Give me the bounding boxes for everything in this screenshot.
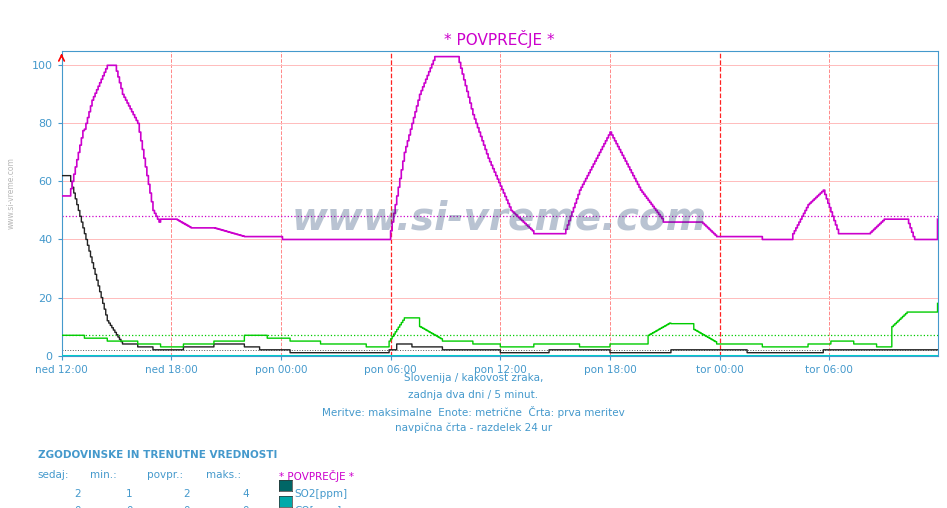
Text: Meritve: maksimalne  Enote: metrične  Črta: prva meritev: Meritve: maksimalne Enote: metrične Črta…	[322, 406, 625, 418]
Text: sedaj:: sedaj:	[38, 470, 69, 480]
Text: 4: 4	[242, 489, 249, 499]
Text: navpična črta - razdelek 24 ur: navpična črta - razdelek 24 ur	[395, 422, 552, 433]
Text: www.si-vreme.com: www.si-vreme.com	[292, 200, 707, 237]
Text: Slovenija / kakovost zraka,: Slovenija / kakovost zraka,	[403, 373, 544, 384]
Text: www.si-vreme.com: www.si-vreme.com	[7, 157, 16, 229]
Text: povpr.:: povpr.:	[147, 470, 183, 480]
Text: min.:: min.:	[90, 470, 116, 480]
Text: * POVPREČJE *: * POVPREČJE *	[279, 470, 354, 482]
Text: 0: 0	[183, 506, 189, 508]
Text: 2: 2	[183, 489, 189, 499]
Text: 2: 2	[74, 489, 80, 499]
Text: CO[ppm]: CO[ppm]	[295, 506, 342, 508]
Title: * POVPREČJE *: * POVPREČJE *	[444, 30, 555, 48]
Text: maks.:: maks.:	[206, 470, 241, 480]
Text: zadnja dva dni / 5 minut.: zadnja dva dni / 5 minut.	[408, 390, 539, 400]
Text: ZGODOVINSKE IN TRENUTNE VREDNOSTI: ZGODOVINSKE IN TRENUTNE VREDNOSTI	[38, 450, 277, 460]
Text: 0: 0	[74, 506, 80, 508]
Text: 1: 1	[126, 489, 133, 499]
Text: SO2[ppm]: SO2[ppm]	[295, 489, 348, 499]
Text: 0: 0	[242, 506, 249, 508]
Text: 0: 0	[126, 506, 133, 508]
